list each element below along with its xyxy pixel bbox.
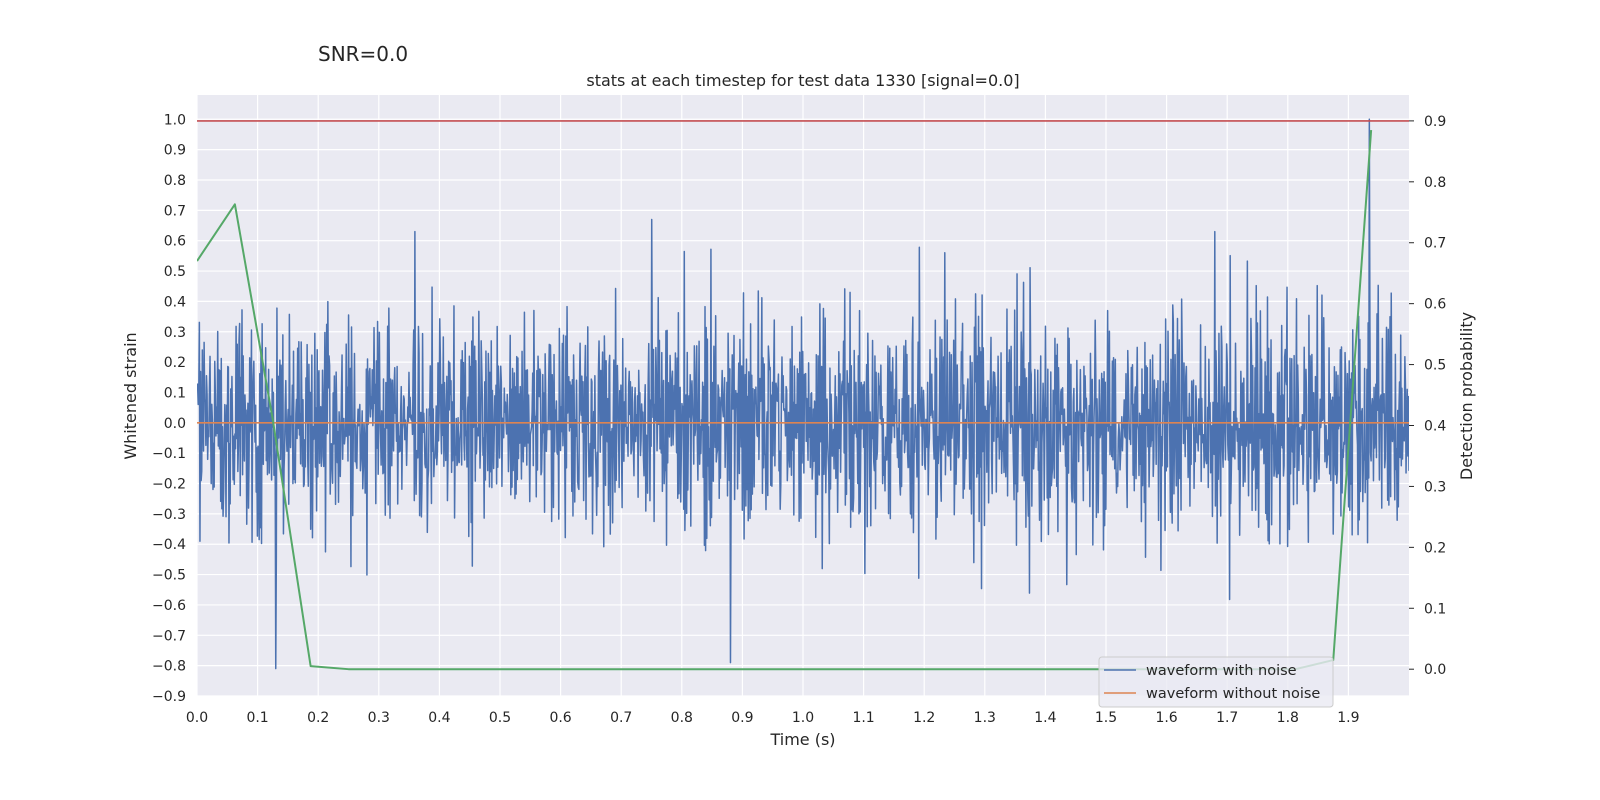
y-tick-label: −0.2 bbox=[152, 477, 186, 493]
y2-tick-label: 0.3 bbox=[1424, 479, 1446, 495]
y-tick-label: 0.9 bbox=[164, 143, 186, 159]
y2-tick-label: 0.7 bbox=[1424, 236, 1446, 252]
x-tick-label: 1.6 bbox=[1155, 710, 1177, 726]
x-tick-label: 1.9 bbox=[1337, 710, 1359, 726]
x-tick-label: 0.3 bbox=[368, 710, 390, 726]
y2-tick-label: 0.2 bbox=[1424, 540, 1446, 556]
x-axis-label: Time (s) bbox=[769, 730, 835, 749]
y-tick-label: −0.3 bbox=[152, 507, 186, 523]
y-tick-label: −0.9 bbox=[152, 689, 186, 705]
y-tick-label: 0.4 bbox=[164, 294, 186, 310]
y-tick-label: 1.0 bbox=[164, 112, 186, 128]
x-tick-label: 1.4 bbox=[1034, 710, 1056, 726]
y-tick-label: 0.5 bbox=[164, 264, 186, 280]
legend-label-clean: waveform without noise bbox=[1146, 686, 1320, 702]
y2-tick-label: 0.6 bbox=[1424, 297, 1446, 313]
legend: waveform with noise waveform without noi… bbox=[1098, 656, 1334, 708]
x-tick-label: 1.1 bbox=[852, 710, 874, 726]
y-tick-label: −0.8 bbox=[152, 659, 186, 675]
x-tick-label: 0.6 bbox=[549, 710, 571, 726]
y-tick-label: 0.3 bbox=[164, 325, 186, 341]
y2-tick-label: 0.5 bbox=[1424, 358, 1446, 374]
y-tick-label: −0.5 bbox=[152, 568, 186, 584]
y2-tick-label: 0.9 bbox=[1424, 114, 1446, 130]
y-tick-label: 0.7 bbox=[164, 203, 186, 219]
x-tick-label: 1.3 bbox=[974, 710, 996, 726]
y-tick-label: −0.4 bbox=[152, 537, 186, 553]
y-tick-label: 0.6 bbox=[164, 234, 186, 250]
x-tick-label: 0.8 bbox=[671, 710, 693, 726]
x-tick-label: 0.5 bbox=[489, 710, 511, 726]
x-tick-label: 1.5 bbox=[1095, 710, 1117, 726]
y-tick-label: 0.1 bbox=[164, 385, 186, 401]
y-axis-label: Whitened strain bbox=[121, 332, 140, 459]
y-tick-label: 0.8 bbox=[164, 173, 186, 189]
y-tick-label: −0.7 bbox=[152, 628, 186, 644]
y2-tick-label: 0.0 bbox=[1424, 662, 1446, 678]
y2-tick-label: 0.8 bbox=[1424, 175, 1446, 191]
x-tick-label: 0.1 bbox=[246, 710, 268, 726]
chart-title: stats at each timestep for test data 133… bbox=[586, 71, 1019, 90]
y2-axis-label: Detection probability bbox=[1457, 312, 1476, 480]
x-tick-label: 0.4 bbox=[428, 710, 450, 726]
y2-tick-label: 0.4 bbox=[1424, 419, 1446, 435]
legend-label-noise: waveform with noise bbox=[1146, 663, 1297, 679]
x-tick-label: 0.0 bbox=[186, 710, 208, 726]
y-tick-label: 0.2 bbox=[164, 355, 186, 371]
y-tick-label: 0.0 bbox=[164, 416, 186, 432]
legend-box bbox=[1098, 656, 1334, 708]
y2-tick-label: 0.1 bbox=[1424, 601, 1446, 617]
y-tick-label: −0.1 bbox=[152, 446, 186, 462]
x-tick-label: 0.2 bbox=[307, 710, 329, 726]
suptitle: SNR=0.0 bbox=[318, 42, 408, 66]
x-tick-label: 1.8 bbox=[1277, 710, 1299, 726]
y-tick-labels: 1.0 0.9 0.8 0.7 0.6 0.5 0.4 0.3 0.2 0.1 0.0 −0.1 −0.… bbox=[152, 112, 186, 705]
x-tick-label: 1.0 bbox=[792, 710, 814, 726]
x-tick-label: 1.2 bbox=[913, 710, 935, 726]
x-tick-label: 1.7 bbox=[1216, 710, 1238, 726]
y2-tick-labels: 0.9 0.8 0.7 0.6 0.5 0.4 0.3 0.2 0.1 0.0 bbox=[1409, 114, 1446, 678]
series-waveform-with-noise bbox=[197, 118, 1409, 670]
x-tick-label: 0.9 bbox=[731, 710, 753, 726]
x-tick-labels: 0.0 0.1 0.2 0.3 0.4 0.5 0.6 0.7 0.8 0.9 1.0 1.1 1.2 1… bbox=[186, 710, 1360, 726]
y-tick-label: −0.6 bbox=[152, 598, 186, 614]
x-tick-label: 0.7 bbox=[610, 710, 632, 726]
